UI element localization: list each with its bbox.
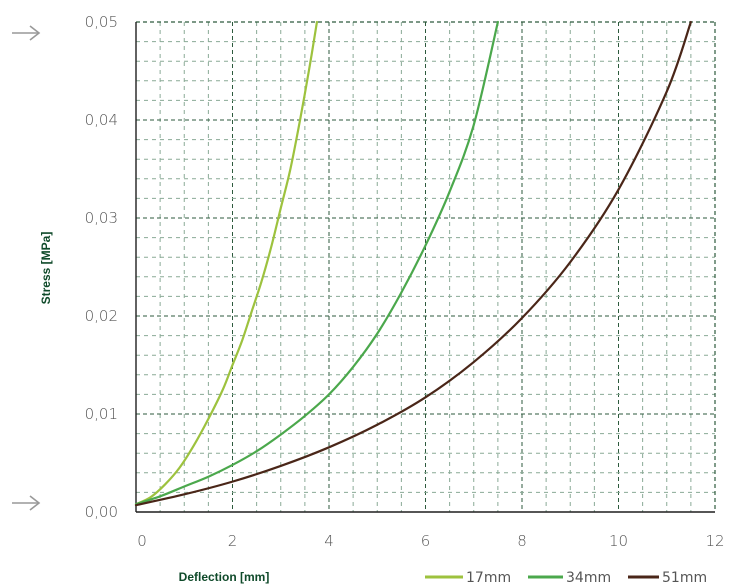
x-tick-label: 4	[324, 532, 334, 550]
y-tick-label: 0,00	[85, 503, 118, 521]
series-line-34mm	[134, 20, 499, 506]
series-line-51mm	[134, 20, 692, 507]
x-tick-label: 0	[137, 532, 147, 550]
series-lines	[134, 20, 692, 507]
legend-label-17mm: 17mm	[466, 570, 511, 586]
top-arrow-icon	[12, 25, 41, 41]
legend-item-34mm: 34mm	[528, 570, 611, 586]
x-tick-label: 10	[609, 532, 628, 550]
bottom-arrow-icon	[12, 495, 41, 511]
y-axis-label: Stress [MPa]	[39, 232, 53, 305]
y-tick-label: 0,05	[85, 13, 118, 31]
x-tick-label: 8	[517, 532, 527, 550]
y-tick-label: 0,02	[85, 307, 118, 325]
legend-label-34mm: 34mm	[566, 570, 611, 586]
x-tick-labels: 0 2 4 6 8 10 12	[137, 532, 724, 550]
x-tick-label: 12	[705, 532, 724, 550]
legend-item-17mm: 17mm	[425, 570, 511, 586]
x-axis-label: Deflection [mm]	[179, 570, 270, 584]
legend: 17mm 34mm 51mm	[425, 570, 707, 586]
y-tick-labels: 0,00 0,01 0,02 0,03 0,04 0,05	[85, 13, 118, 521]
x-tick-label: 6	[421, 532, 431, 550]
legend-label-51mm: 51mm	[662, 570, 707, 586]
grid	[135, 21, 716, 513]
series-line-17mm	[134, 20, 319, 506]
legend-item-51mm: 51mm	[628, 570, 707, 586]
y-tick-label: 0,01	[85, 405, 118, 423]
y-tick-label: 0,03	[85, 209, 118, 227]
y-tick-label: 0,04	[85, 111, 118, 129]
x-tick-label: 2	[228, 532, 238, 550]
